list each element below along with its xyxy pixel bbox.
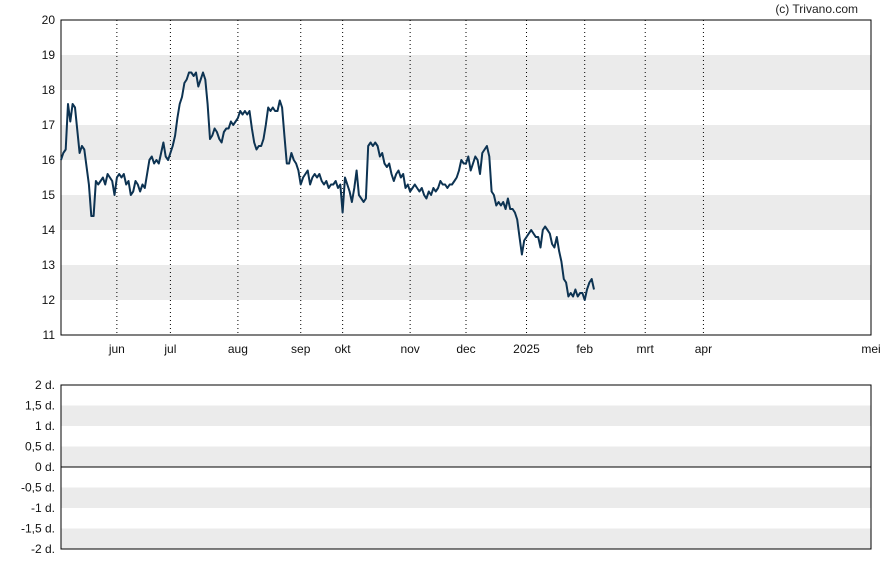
price-band bbox=[61, 265, 871, 300]
x-tick-label: dec bbox=[456, 342, 475, 356]
y-tick-label: 18 bbox=[42, 83, 56, 97]
x-tick-label: aug bbox=[228, 342, 248, 356]
x-tick-label: 2025 bbox=[513, 342, 540, 356]
credit-label: (c) Trivano.com bbox=[775, 2, 858, 16]
delta-band bbox=[61, 446, 871, 467]
y-tick-label: 20 bbox=[42, 13, 56, 27]
y-tick-label: 17 bbox=[42, 118, 56, 132]
delta-plot-frame bbox=[60, 384, 872, 550]
delta-y-tick-label: 2 d. bbox=[35, 378, 55, 392]
y-tick-label: 16 bbox=[42, 153, 56, 167]
price-series-line bbox=[60, 71, 595, 301]
price-band bbox=[61, 125, 871, 160]
delta-band bbox=[61, 528, 871, 549]
delta-band bbox=[61, 405, 871, 426]
delta-y-tick-label: 1 d. bbox=[35, 419, 55, 433]
y-tick-label: 12 bbox=[42, 293, 56, 307]
x-tick-label: feb bbox=[576, 342, 593, 356]
delta-y-tick-label: 1,5 d. bbox=[25, 399, 55, 413]
x-tick-label: jun bbox=[108, 342, 125, 356]
y-tick-label: 15 bbox=[42, 188, 56, 202]
y-tick-label: 19 bbox=[42, 48, 56, 62]
x-tick-label: nov bbox=[400, 342, 419, 356]
y-tick-label: 14 bbox=[42, 223, 56, 237]
delta-y-tick-label: -1,5 d. bbox=[21, 522, 55, 536]
x-tick-label: okt bbox=[335, 342, 352, 356]
x-tick-label: sep bbox=[291, 342, 311, 356]
x-tick-label: mei bbox=[861, 342, 880, 356]
delta-y-tick-label: 0,5 d. bbox=[25, 440, 55, 454]
delta-y-tick-label: -2 d. bbox=[31, 542, 55, 556]
y-tick-label: 13 bbox=[42, 258, 56, 272]
x-tick-label: jul bbox=[163, 342, 176, 356]
delta-y-tick-label: 0 d. bbox=[35, 460, 55, 474]
delta-band bbox=[61, 487, 871, 508]
y-tick-label: 11 bbox=[43, 328, 56, 342]
delta-y-tick-label: -0,5 d. bbox=[21, 481, 55, 495]
price-plot-frame bbox=[60, 19, 872, 336]
x-tick-label: apr bbox=[695, 342, 712, 356]
x-tick-label: mrt bbox=[637, 342, 655, 356]
delta-y-tick-label: -1 d. bbox=[31, 501, 55, 515]
